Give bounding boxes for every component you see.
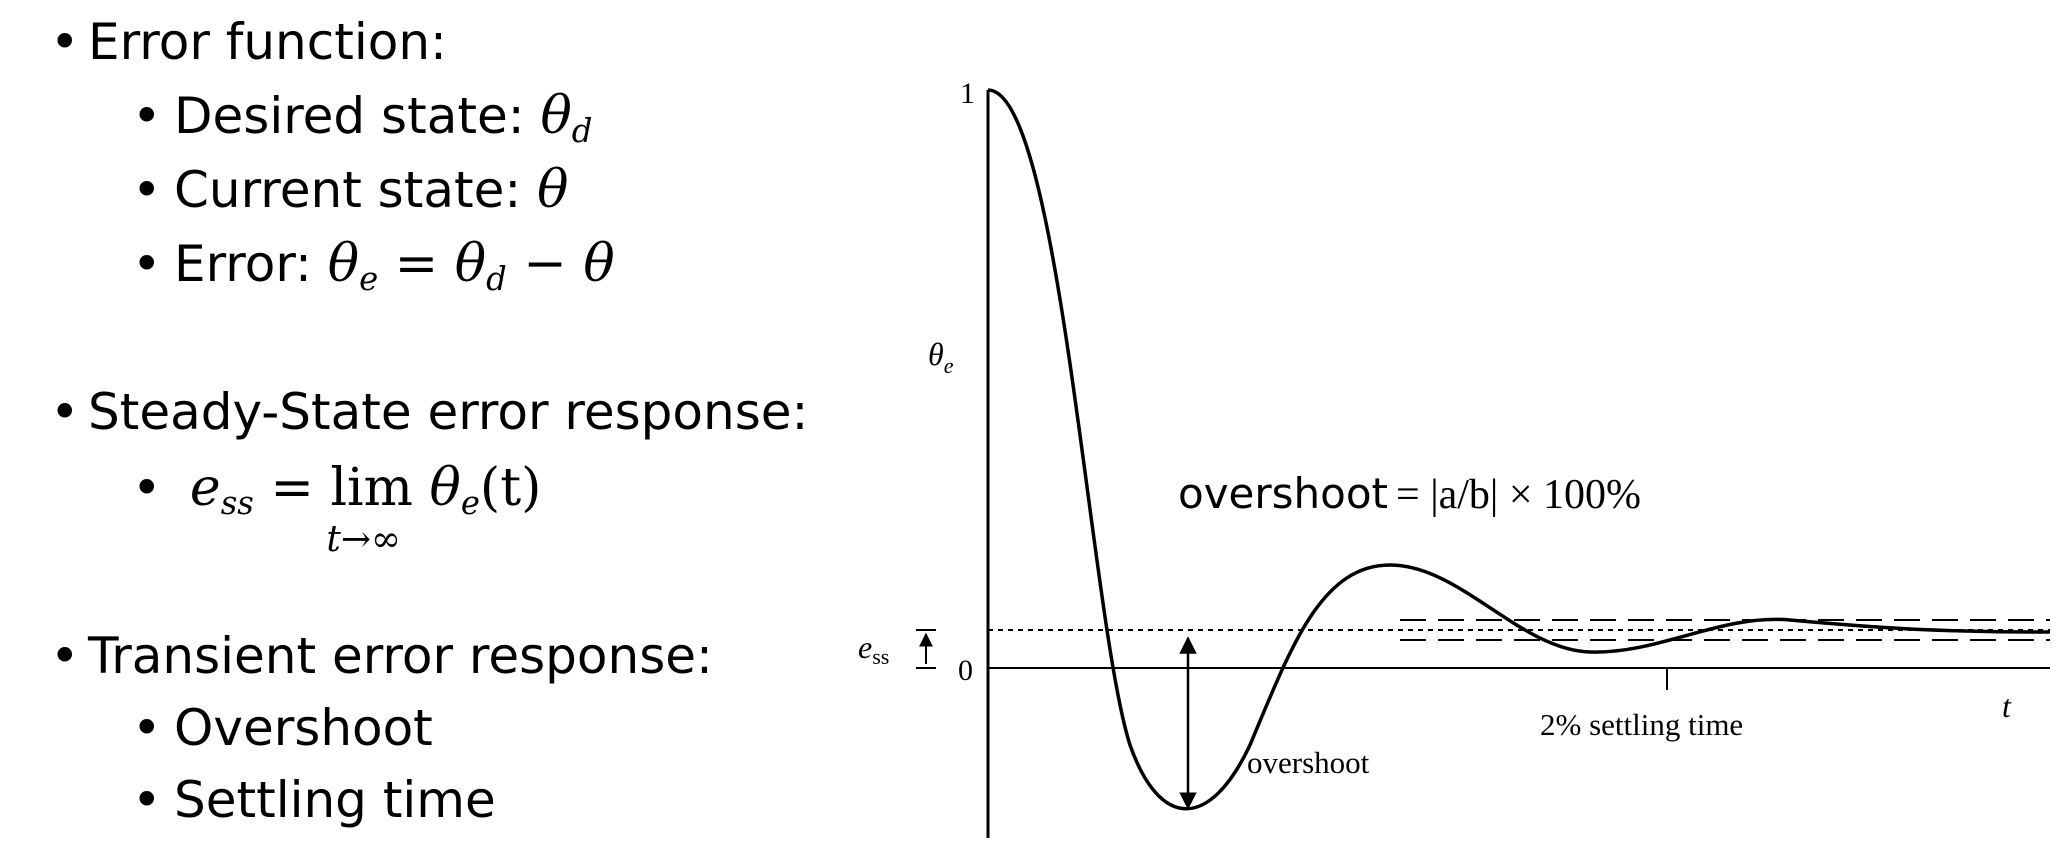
bullet-transient: • Transient error response: — [50, 627, 713, 685]
y-axis-label: θe — [928, 336, 954, 378]
bullet-error: • Error: θe = θd − θ — [132, 234, 615, 299]
ess-equation: ess = lim t→∞ θe(t) — [189, 458, 542, 560]
theta-d-symbol: θd — [540, 86, 593, 151]
overshoot-arrow-label: overshoot — [1247, 745, 1370, 780]
bullet-overshoot: • Overshoot — [132, 699, 433, 757]
tick-one-label: 1 — [960, 77, 975, 110]
bullet-settling-time: • Settling time — [132, 771, 496, 829]
theta-symbol: θ — [537, 160, 569, 220]
bullet-steady-state: • Steady-State error response: — [50, 383, 809, 441]
ess-label: ess — [858, 629, 889, 669]
error-response-curve — [987, 88, 2051, 811]
bullet-current-state: • Current state: θ — [132, 160, 569, 220]
bullet-ess-formula: • ess = lim t→∞ θe(t) — [132, 458, 542, 560]
t-axis-label: t — [2002, 688, 2012, 724]
tick-zero-label: 0 — [958, 654, 973, 687]
limit-operator: lim t→∞ — [326, 458, 413, 560]
bullet-desired-state: • Desired state: θd — [132, 86, 593, 151]
settling-time-label: 2% settling time — [1540, 707, 1743, 742]
overshoot-formula: overshoot = |a/b| × 100% — [1178, 469, 1641, 518]
error-equation: θe = θd − θ — [327, 234, 615, 299]
bullet-error-function: • Error function: — [50, 13, 447, 71]
